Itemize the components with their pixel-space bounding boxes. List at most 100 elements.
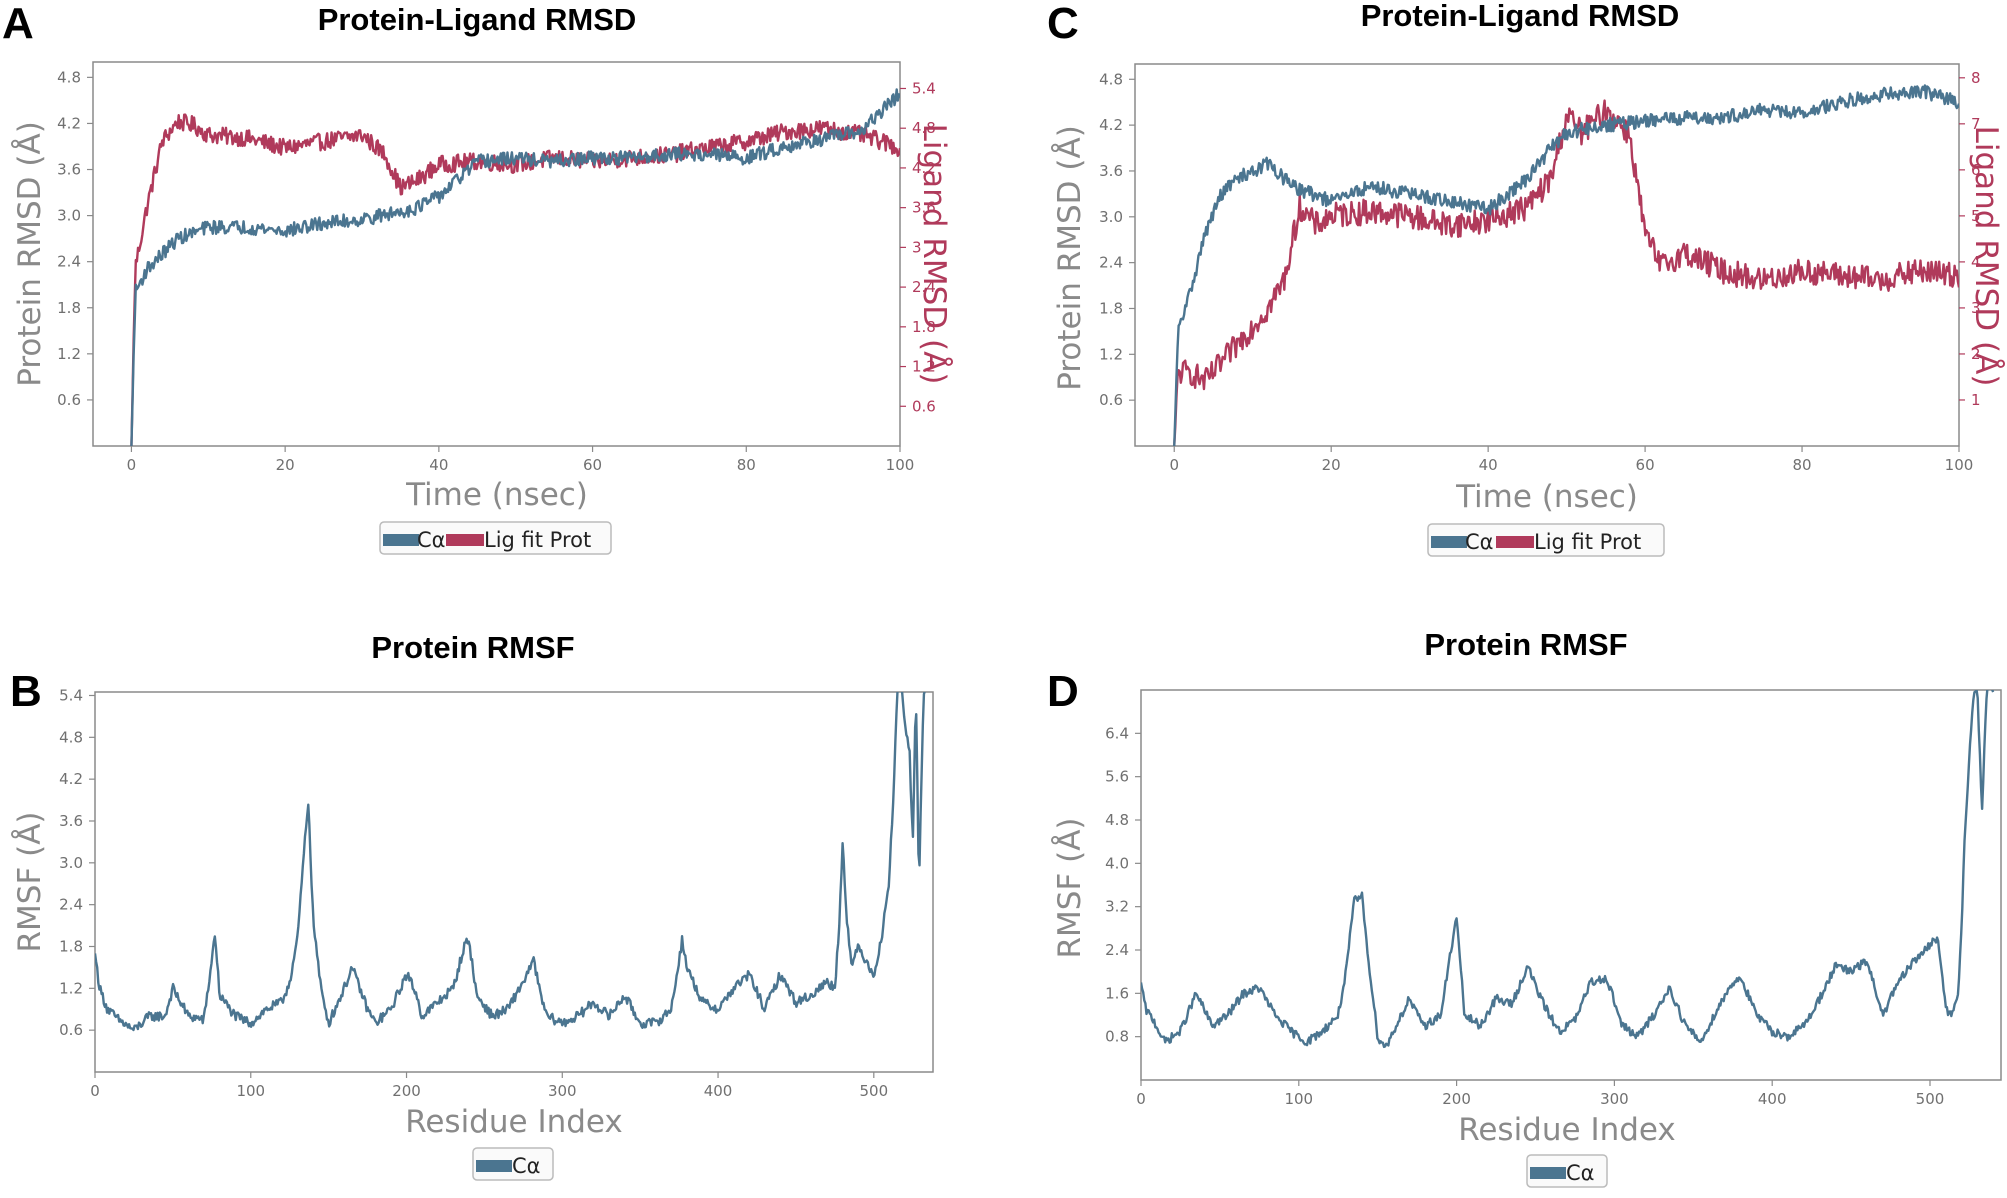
chart-b-ytick-label: 1.8 — [59, 937, 83, 955]
chart-d-xtick-label: 100 — [1284, 1090, 1313, 1108]
chart-c-ytick-right-label: 8 — [1971, 69, 1981, 87]
chart-d-xtick-label: 200 — [1442, 1090, 1471, 1108]
chart-a-ytick-label: 1.8 — [57, 299, 81, 317]
chart-c-legend: Cα Lig fit Prot — [1427, 523, 1665, 557]
chart-d: Protein RMSF Residue Index RMSF (Å) 0 100… — [1052, 627, 2002, 1188]
chart-a-ytick-right-label: 0.6 — [912, 397, 936, 415]
chart-b-ticks: 0 100 200 300 400 500 0.6 1.2 1.8 2.4 3.0 3.6 4.2 4.8… — [59, 686, 888, 1100]
chart-a-xlabel: Time (nsec) — [405, 477, 588, 513]
chart-a-ytick-right-label: 1.2 — [912, 358, 936, 376]
chart-c-xtick-label: 80 — [1793, 456, 1812, 474]
panel-label-a: A — [2, 0, 34, 48]
chart-a-ytick-label: 0.6 — [57, 391, 81, 409]
panel-label-c: C — [1047, 0, 1079, 48]
chart-d-ytick-label: 2.4 — [1105, 941, 1129, 959]
chart-d-xlabel: Residue Index — [1458, 1112, 1676, 1148]
chart-b-frame — [94, 691, 934, 1073]
chart-d-ytick-label: 3.2 — [1105, 898, 1129, 916]
chart-a-series-ligand — [130, 113, 900, 446]
chart-d-xtick-label: 400 — [1758, 1090, 1787, 1108]
chart-d-ticks: 0 100 200 300 400 500 0.8 1.6 2.4 3.2 4.0 4.8 5.6 6.4 — [1105, 724, 1944, 1108]
chart-c-legend-label-ligand: Lig fit Prot — [1534, 530, 1641, 554]
chart-c-xtick-label: 60 — [1636, 456, 1655, 474]
chart-a-ytick-label: 3.0 — [57, 207, 81, 225]
chart-a-ytick-label: 1.2 — [57, 345, 81, 363]
chart-c-xtick-label: 40 — [1479, 456, 1498, 474]
chart-c-series-ligand — [1173, 99, 1959, 446]
chart-b-xtick-label: 0 — [90, 1082, 100, 1100]
chart-a-legend: Cα Lig fit Prot — [379, 521, 612, 555]
chart-a-ytick-right-label: 5.4 — [912, 79, 936, 97]
chart-a-series — [130, 88, 900, 446]
chart-a-legend-swatch-ligand — [446, 534, 484, 546]
chart-a-ytick-right-label: 4.8 — [912, 119, 936, 137]
chart-b-series-protein — [95, 692, 926, 1032]
chart-d-xtick-label: 0 — [1136, 1090, 1146, 1108]
chart-b-ytick-label: 4.8 — [59, 728, 83, 746]
chart-a-xtick-label: 0 — [127, 456, 137, 474]
chart-b-xtick-label: 200 — [392, 1082, 421, 1100]
chart-d-ytick-label: 5.6 — [1105, 768, 1129, 786]
chart-c-ticks: 0 20 40 60 80 100 0.6 1.2 1.8 2.4 3.0 3.6 4.2 4.8 1 2 3 4… — [1099, 69, 1980, 474]
chart-c-ylabel: Protein RMSD (Å) — [1052, 125, 1088, 391]
chart-b-legend-swatch-protein — [476, 1160, 512, 1172]
chart-a-ytick-right-label: 3.6 — [912, 199, 936, 217]
chart-d-xtick-label: 300 — [1600, 1090, 1629, 1108]
chart-c-series — [1173, 84, 1959, 446]
chart-a-xtick-label: 100 — [886, 456, 915, 474]
chart-d-legend-label-protein: Cα — [1566, 1161, 1595, 1185]
panel-label-b: B — [10, 667, 42, 716]
chart-d-ytick-label: 6.4 — [1105, 724, 1129, 742]
chart-a-xtick-label: 20 — [276, 456, 295, 474]
chart-a-ylabel: Protein RMSD (Å) — [12, 121, 48, 387]
chart-c-ytick-label: 1.2 — [1099, 345, 1123, 363]
chart-a-ylabel-right: Ligand RMSD (Å) — [916, 124, 952, 385]
chart-c-legend-box — [1427, 523, 1665, 557]
chart-c-ytick-label: 1.8 — [1099, 299, 1123, 317]
chart-d-frame — [1140, 689, 2002, 1081]
chart-c-ytick-label: 0.6 — [1099, 391, 1123, 409]
chart-a-ticks: 0 20 40 60 80 100 0.6 1.2 1.8 2.4 3.0 3.6 4.2 4.8 0.6 1… — [57, 68, 936, 474]
chart-d-series-protein — [1141, 690, 1995, 1049]
chart-c-ytick-right-label: 5 — [1971, 207, 1981, 225]
chart-a-ytick-label: 2.4 — [57, 253, 81, 271]
chart-b-ytick-label: 5.4 — [59, 686, 83, 704]
chart-a-xtick-label: 60 — [583, 456, 602, 474]
chart-d-series — [1141, 690, 1995, 1049]
chart-b-ylabel: RMSF (Å) — [12, 811, 48, 952]
chart-b-ytick-label: 0.6 — [59, 1021, 83, 1039]
chart-d-title: Protein RMSF — [1424, 627, 1627, 662]
chart-b-xtick-label: 400 — [704, 1082, 733, 1100]
chart-a-ytick-right-label: 4.2 — [912, 159, 936, 177]
chart-c-ytick-right-label: 1 — [1971, 391, 1981, 409]
chart-a-frame — [92, 61, 901, 447]
chart-b-title: Protein RMSF — [371, 630, 574, 665]
chart-d-ytick-label: 1.6 — [1105, 984, 1129, 1002]
chart-c-ytick-right-label: 6 — [1971, 161, 1981, 179]
chart-c-xlabel: Time (nsec) — [1455, 479, 1638, 515]
chart-c-ytick-label: 3.6 — [1099, 162, 1123, 180]
chart-a-legend-box — [379, 521, 612, 555]
chart-a-title: Protein-Ligand RMSD — [318, 2, 637, 37]
chart-c-frame — [1134, 63, 1960, 447]
chart-a-legend-swatch-protein — [383, 534, 419, 546]
chart-b: Protein RMSF Residue Index RMSF (Å) 0 100… — [12, 630, 934, 1181]
chart-c-title: Protein-Ligand RMSD — [1361, 0, 1680, 33]
chart-c-series-protein — [1173, 84, 1959, 446]
chart-d-ylabel: RMSF (Å) — [1052, 817, 1088, 958]
chart-b-ytick-label: 1.2 — [59, 979, 83, 997]
chart-a-legend-label-ligand: Lig fit Prot — [484, 528, 591, 552]
chart-a-ytick-label: 3.6 — [57, 161, 81, 179]
chart-c-xtick-label: 0 — [1169, 456, 1179, 474]
chart-c-legend-swatch-ligand — [1496, 536, 1534, 548]
chart-a-series-protein — [130, 88, 900, 446]
chart-d-legend-swatch-protein — [1530, 1167, 1566, 1179]
chart-a-xtick-label: 80 — [737, 456, 756, 474]
chart-d-ytick-label: 4.8 — [1105, 811, 1129, 829]
chart-a-ytick-label: 4.2 — [57, 114, 81, 132]
chart-b-ytick-label: 4.2 — [59, 770, 83, 788]
chart-c: Protein-Ligand RMSD Time (nsec) Protein … — [1052, 0, 2004, 557]
chart-b-xlabel: Residue Index — [405, 1104, 623, 1140]
chart-b-legend: Cα — [472, 1147, 554, 1181]
